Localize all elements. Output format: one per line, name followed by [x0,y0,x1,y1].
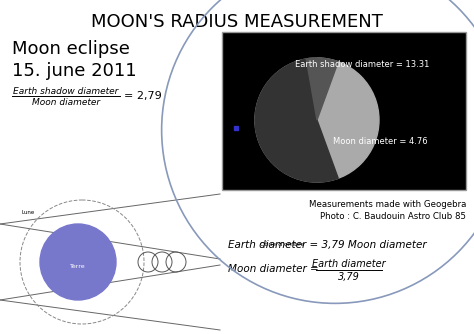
Text: Moon eclipse: Moon eclipse [12,40,130,58]
Text: Earth diameter: Earth diameter [312,259,386,269]
Circle shape [40,224,116,300]
Text: Moon diameter =: Moon diameter = [228,264,319,274]
Circle shape [255,58,379,182]
Text: Earth shadow diameter = 13.31: Earth shadow diameter = 13.31 [295,60,429,69]
Text: MOON'S RADIUS MEASUREMENT: MOON'S RADIUS MEASUREMENT [91,13,383,31]
Wedge shape [306,58,338,120]
Text: Terre: Terre [70,265,86,270]
Text: Earth diameter = 3,79 Moon diameter: Earth diameter = 3,79 Moon diameter [228,240,427,250]
Text: = 2,79: = 2,79 [124,91,162,101]
Text: 15. june 2011: 15. june 2011 [12,62,137,80]
Text: 3,79: 3,79 [338,272,360,282]
Text: Lune: Lune [21,209,35,214]
Bar [222,32,466,190]
Text: Moon diameter: Moon diameter [32,98,100,107]
Text: Photo : C. Baudouin Astro Club 85: Photo : C. Baudouin Astro Club 85 [320,212,466,221]
Text: Cône d'ombre: Cône d'ombre [260,241,304,246]
Text: Earth shadow diameter: Earth shadow diameter [13,87,118,96]
Text: Moon diameter = 4.76: Moon diameter = 4.76 [333,137,428,146]
Wedge shape [255,58,338,182]
Text: Measurements made with Geogebra: Measurements made with Geogebra [309,200,466,209]
